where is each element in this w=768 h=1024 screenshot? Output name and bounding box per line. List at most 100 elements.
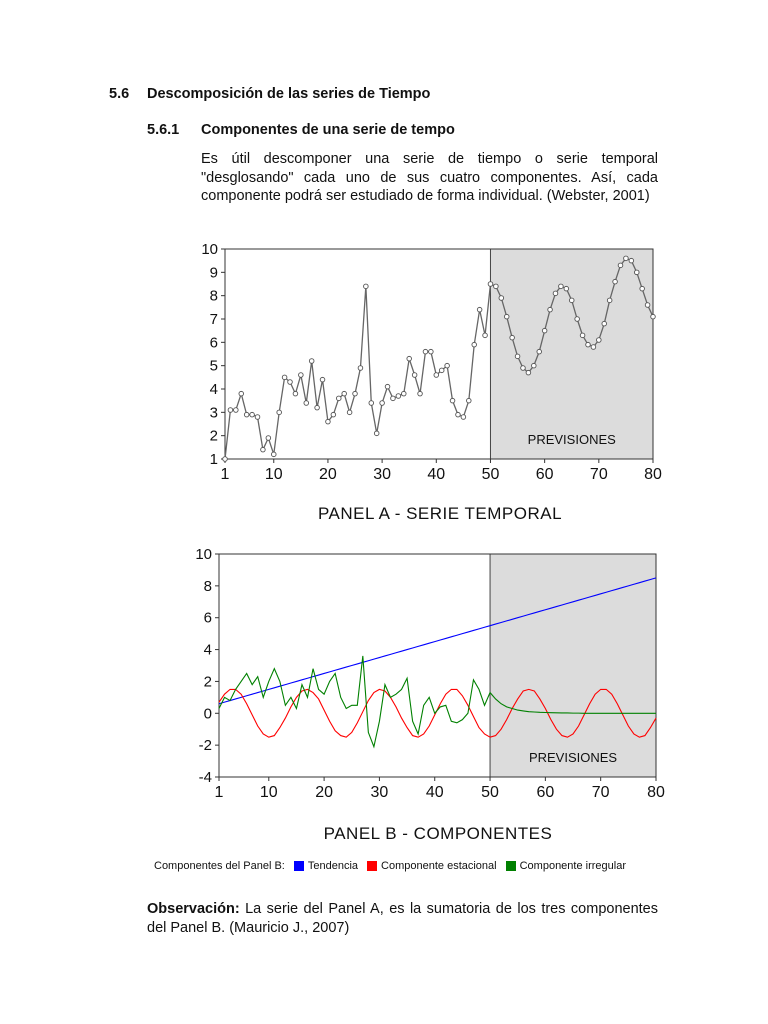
data-point bbox=[357, 365, 364, 371]
y-tick-label: 2 bbox=[210, 428, 218, 445]
data-point bbox=[373, 430, 380, 437]
x-tick-label: 20 bbox=[315, 784, 333, 801]
data-point bbox=[514, 353, 521, 360]
x-tick-label: 70 bbox=[592, 784, 610, 801]
data-point bbox=[650, 313, 656, 320]
y-tick-label: 1 bbox=[210, 451, 218, 468]
forecast-label: PREVISIONES bbox=[528, 432, 616, 447]
intro-paragraph: Es útil descomponer una serie de tiempo … bbox=[201, 151, 658, 204]
legend-swatch-trend bbox=[293, 861, 304, 871]
data-point bbox=[417, 390, 423, 397]
y-tick-label: -2 bbox=[199, 737, 212, 754]
data-point bbox=[390, 395, 396, 402]
data-point bbox=[520, 365, 526, 371]
data-point bbox=[298, 372, 304, 378]
data-point bbox=[379, 400, 385, 406]
data-point bbox=[222, 456, 228, 462]
data-point bbox=[623, 255, 629, 262]
data-point bbox=[644, 302, 651, 308]
plot-frame bbox=[224, 248, 654, 460]
x-tick-label: 80 bbox=[644, 466, 662, 483]
section-number: 5.6 bbox=[109, 86, 130, 102]
data-point bbox=[260, 446, 266, 453]
data-point bbox=[617, 262, 624, 269]
data-point bbox=[433, 372, 440, 378]
x-tick-label: 70 bbox=[590, 466, 608, 483]
x-tick-label: 20 bbox=[319, 466, 337, 483]
data-point bbox=[639, 285, 645, 292]
panel-b-legend: Componentes del Panel B: Tendencia Compo… bbox=[154, 860, 626, 872]
data-point bbox=[536, 348, 542, 355]
x-tick-label: 30 bbox=[371, 784, 389, 801]
data-point bbox=[276, 409, 282, 416]
y-tick-label: 3 bbox=[210, 404, 218, 421]
legend-label-seasonal: Componente estacional bbox=[381, 860, 497, 872]
legend-swatch-irregular bbox=[505, 861, 516, 871]
data-point bbox=[601, 320, 607, 327]
data-point bbox=[428, 348, 434, 355]
y-tick-label: 4 bbox=[204, 642, 212, 659]
y-tick-label: 5 bbox=[210, 358, 218, 375]
data-point bbox=[471, 341, 477, 348]
observation-text: La serie del Panel A, es la sumatoria de… bbox=[147, 901, 658, 936]
forecast-region bbox=[490, 554, 656, 777]
data-point bbox=[368, 400, 375, 406]
data-point bbox=[590, 344, 597, 350]
data-point bbox=[265, 435, 272, 441]
y-tick-label: 6 bbox=[210, 334, 218, 351]
data-point bbox=[233, 407, 239, 413]
data-point bbox=[628, 257, 635, 264]
data-point bbox=[466, 397, 472, 404]
trend-line bbox=[218, 577, 657, 705]
chart-title: PANEL A - SERIE TEMPORAL bbox=[318, 504, 562, 523]
data-point bbox=[509, 334, 515, 341]
data-point bbox=[568, 297, 575, 304]
data-point bbox=[346, 409, 353, 416]
data-point bbox=[547, 306, 553, 313]
data-point bbox=[238, 390, 245, 397]
data-point bbox=[525, 369, 532, 376]
data-point bbox=[227, 407, 234, 413]
subsection-number: 5.6.1 bbox=[147, 122, 180, 138]
data-point bbox=[243, 411, 250, 418]
plot-frame bbox=[218, 553, 657, 778]
data-point bbox=[498, 295, 505, 301]
data-point bbox=[558, 283, 564, 290]
x-tick-label: 10 bbox=[265, 466, 283, 483]
legend-label-trend: Tendencia bbox=[307, 860, 359, 872]
data-point bbox=[292, 390, 299, 397]
data-point bbox=[487, 281, 494, 287]
data-point bbox=[406, 355, 412, 362]
data-point bbox=[444, 362, 450, 369]
y-tick-label: 10 bbox=[195, 546, 212, 563]
x-tick-label: 50 bbox=[481, 784, 499, 801]
data-point bbox=[612, 278, 618, 285]
forecast-region bbox=[490, 249, 653, 459]
x-tick-label: 1 bbox=[221, 466, 230, 483]
data-point bbox=[308, 358, 315, 364]
observation-label: Observación: bbox=[147, 901, 240, 917]
data-point bbox=[395, 393, 402, 399]
y-tick-label: 7 bbox=[210, 311, 218, 328]
observation-paragraph: Observación: La serie del Panel A, es la… bbox=[147, 900, 658, 937]
data-point bbox=[531, 362, 537, 369]
x-tick-label: 40 bbox=[427, 466, 445, 483]
data-point bbox=[330, 411, 337, 418]
data-point bbox=[325, 418, 331, 425]
data-point bbox=[503, 313, 510, 320]
serie-line bbox=[224, 257, 654, 460]
data-point bbox=[493, 283, 499, 290]
data-point bbox=[596, 337, 602, 343]
data-point bbox=[449, 397, 456, 404]
irregular-line bbox=[218, 655, 656, 749]
legend-swatch-seasonal bbox=[367, 861, 378, 871]
data-point bbox=[574, 316, 580, 322]
data-point bbox=[633, 269, 640, 276]
x-tick-label: 50 bbox=[482, 466, 500, 483]
legend-label-irregular: Componente irregular bbox=[519, 860, 626, 872]
x-tick-label: 80 bbox=[647, 784, 665, 801]
data-point bbox=[336, 395, 342, 402]
y-tick-label: 9 bbox=[210, 264, 218, 281]
data-point bbox=[579, 332, 586, 339]
y-tick-label: 4 bbox=[210, 381, 218, 398]
